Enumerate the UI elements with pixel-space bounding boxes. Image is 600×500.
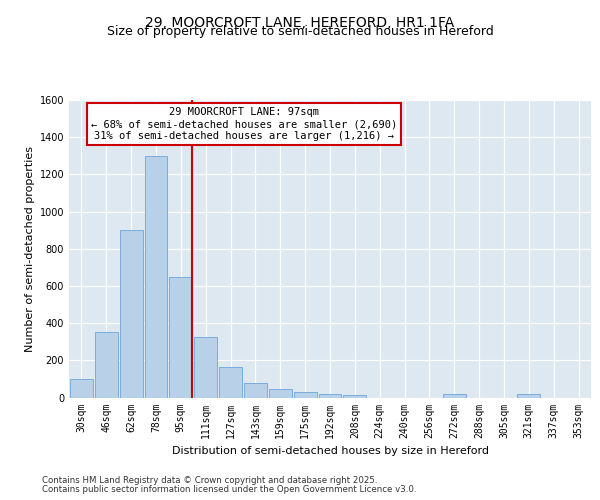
Bar: [319, 394, 341, 398]
Bar: [294, 392, 317, 398]
Bar: [169, 276, 192, 398]
Bar: [70, 379, 93, 398]
Text: Size of property relative to semi-detached houses in Hereford: Size of property relative to semi-detach…: [107, 25, 493, 38]
Bar: [343, 394, 366, 398]
Bar: [194, 337, 217, 398]
Bar: [269, 389, 292, 398]
Bar: [443, 394, 466, 398]
Bar: [517, 394, 540, 398]
Bar: [244, 382, 267, 398]
Text: Contains HM Land Registry data © Crown copyright and database right 2025.: Contains HM Land Registry data © Crown c…: [42, 476, 377, 485]
Text: Contains public sector information licensed under the Open Government Licence v3: Contains public sector information licen…: [42, 485, 416, 494]
Bar: [120, 230, 143, 398]
Bar: [145, 156, 167, 398]
Text: 29, MOORCROFT LANE, HEREFORD, HR1 1FA: 29, MOORCROFT LANE, HEREFORD, HR1 1FA: [145, 16, 455, 30]
Y-axis label: Number of semi-detached properties: Number of semi-detached properties: [25, 146, 35, 352]
Bar: [95, 332, 118, 398]
X-axis label: Distribution of semi-detached houses by size in Hereford: Distribution of semi-detached houses by …: [172, 446, 488, 456]
Text: 29 MOORCROFT LANE: 97sqm
← 68% of semi-detached houses are smaller (2,690)
31% o: 29 MOORCROFT LANE: 97sqm ← 68% of semi-d…: [91, 108, 397, 140]
Bar: [219, 367, 242, 398]
